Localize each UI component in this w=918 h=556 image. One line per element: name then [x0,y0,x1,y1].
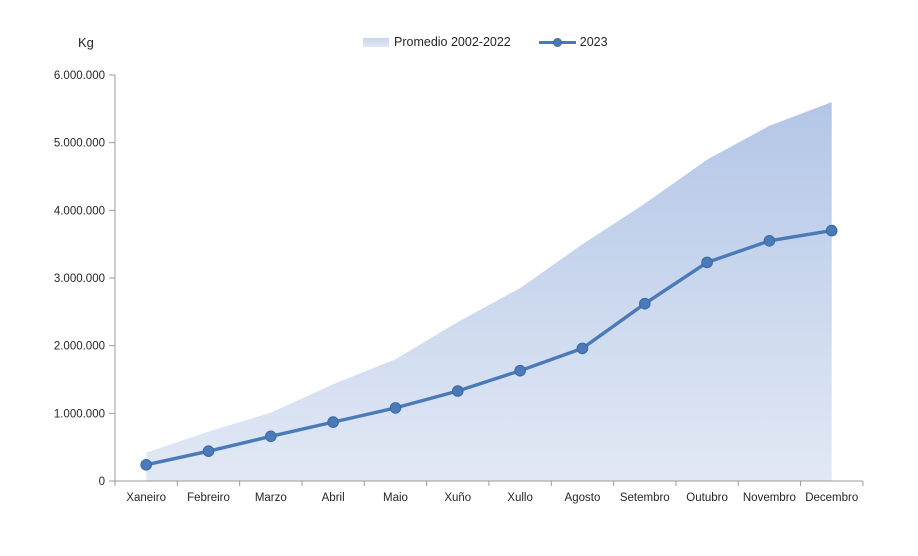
data-point-marker [825,224,838,237]
x-axis-label: Xuño [444,492,471,504]
data-point-marker [514,364,526,377]
legend: Promedio 2002-2022 2023 [363,35,608,49]
area-series-promedio [146,102,832,481]
data-point-marker [639,297,651,310]
data-point-marker [576,342,589,355]
line-series-2023 [144,228,834,467]
y-tick-label: 5.000.000 [54,138,105,150]
x-axis-label: Novembro [743,492,796,504]
y-tick-label: 3.000.000 [54,273,105,285]
x-axis-label: Setembro [620,492,670,504]
x-axis-label: Marzo [255,492,287,504]
y-tick-label: 4.000.000 [54,205,105,217]
y-tick-label: 6.000.000 [54,70,105,82]
data-point-marker [452,385,464,397]
legend-label-promedio: Promedio 2002-2022 [394,35,511,49]
x-axis-label: Agosto [565,492,601,504]
data-point-marker [389,402,402,414]
x-axis-label: Xullo [507,492,533,504]
data-point-marker [202,445,215,458]
x-axis-label: Xaneiro [126,492,166,504]
data-point-marker [265,430,277,443]
data-point-marker [327,416,339,428]
data-point-marker [701,256,713,269]
data-point-marker [763,235,776,247]
y-axis-unit-label: Kg [78,35,94,50]
x-axis-label: Febreiro [187,492,230,504]
legend-item-promedio: Promedio 2002-2022 [363,35,511,49]
line-marker-swatch-icon [538,37,576,48]
x-axis-label: Outubro [686,492,728,504]
legend-item-2023: 2023 [538,35,608,49]
y-tick-label: 2.000.000 [54,341,105,353]
area-swatch-icon [363,37,389,47]
x-axis-label: Decembro [805,492,858,504]
x-axis-label: Abril [322,492,345,504]
x-axis-label: Maio [383,492,408,504]
data-point-marker [140,459,152,471]
line-swatch-dot [552,37,562,47]
y-tick-label: 1.000.000 [54,408,105,420]
y-tick-label: 0 [99,476,105,488]
legend-label-2023: 2023 [579,35,608,49]
